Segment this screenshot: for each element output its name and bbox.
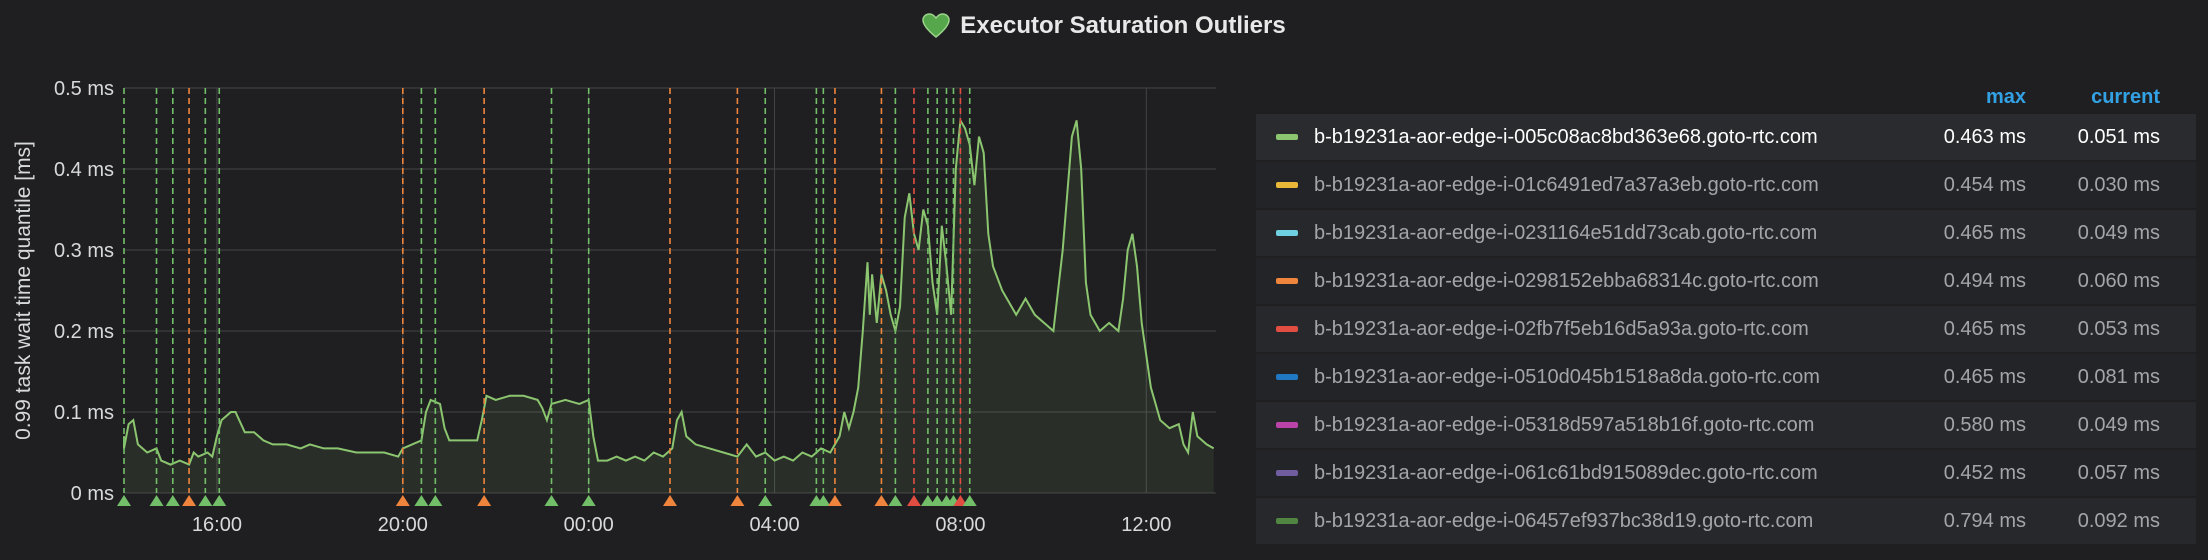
legend-item[interactable]: b-b19231a-aor-edge-i-05318d597a518b16f.g… xyxy=(1256,402,2196,448)
series-color-swatch[interactable] xyxy=(1276,230,1298,236)
x-tick-label: 20:00 xyxy=(378,514,428,536)
annotation-marker[interactable] xyxy=(874,495,889,506)
panel-title-text: Executor Saturation Outliers xyxy=(960,12,1286,39)
legend-item-current: 0.053 ms xyxy=(2077,317,2160,340)
legend-item-name: b-b19231a-aor-edge-i-005c08ac8bd363e68.g… xyxy=(1314,125,1818,148)
annotation-marker[interactable] xyxy=(544,495,559,506)
annotation-marker[interactable] xyxy=(182,495,197,506)
series-color-swatch[interactable] xyxy=(1276,374,1298,380)
legend-item[interactable]: b-b19231a-aor-edge-i-0298152ebba68314c.g… xyxy=(1256,258,2196,304)
legend-item-current: 0.049 ms xyxy=(2077,221,2160,244)
annotation-marker[interactable] xyxy=(758,495,773,506)
legend-item-name: b-b19231a-aor-edge-i-0298152ebba68314c.g… xyxy=(1314,269,1819,292)
legend-item-current: 0.092 ms xyxy=(2077,509,2160,532)
legend-item[interactable]: b-b19231a-aor-edge-i-02fb7f5eb16d5a93a.g… xyxy=(1256,306,2196,352)
annotation-marker[interactable] xyxy=(816,495,831,506)
legend-item-max: 0.454 ms xyxy=(1943,173,2026,196)
legend-item-max: 0.580 ms xyxy=(1943,413,2026,436)
legend-item-current: 0.060 ms xyxy=(2077,269,2160,292)
annotation-marker[interactable] xyxy=(663,495,677,506)
series-line[interactable] xyxy=(123,117,1215,466)
series-color-swatch[interactable] xyxy=(1276,278,1298,284)
legend-item-current: 0.051 ms xyxy=(2077,125,2160,148)
annotation-marker[interactable] xyxy=(581,495,596,506)
legend-item-current: 0.081 ms xyxy=(2077,365,2160,388)
x-tick-label: 00:00 xyxy=(564,514,614,536)
y-tick-label: 0 ms xyxy=(71,483,114,505)
x-tick-label: 16:00 xyxy=(192,514,242,536)
legend-item-name: b-b19231a-aor-edge-i-061c61bd915089dec.g… xyxy=(1314,461,1818,484)
annotation-marker[interactable] xyxy=(888,495,903,506)
legend-item-name: b-b19231a-aor-edge-i-0510d045b1518a8da.g… xyxy=(1314,365,1820,388)
legend-item-max: 0.494 ms xyxy=(1943,269,2026,292)
series-color-swatch[interactable] xyxy=(1276,422,1298,428)
legend-item-current: 0.057 ms xyxy=(2077,461,2160,484)
series-color-swatch[interactable] xyxy=(1276,470,1298,476)
y-tick-label: 0.4 ms xyxy=(54,159,114,181)
legend-item-name: b-b19231a-aor-edge-i-0231164e51dd73cab.g… xyxy=(1314,221,1818,244)
legend-item[interactable]: b-b19231a-aor-edge-i-005c08ac8bd363e68.g… xyxy=(1256,114,2196,160)
annotation-marker[interactable] xyxy=(920,495,935,506)
annotation-marker[interactable] xyxy=(117,495,131,506)
annotation-marker[interactable] xyxy=(428,495,443,506)
legend-item-name: b-b19231a-aor-edge-i-06457ef937bc38d19.g… xyxy=(1314,509,1814,532)
y-tick-label: 0.1 ms xyxy=(54,402,114,424)
legend-item[interactable]: b-b19231a-aor-edge-i-061c61bd915089dec.g… xyxy=(1256,450,2196,496)
series-color-swatch[interactable] xyxy=(1276,518,1298,524)
x-tick-label: 08:00 xyxy=(935,514,985,536)
annotation-marker[interactable] xyxy=(395,495,410,506)
series-color-swatch[interactable] xyxy=(1276,134,1298,140)
legend-item-name: b-b19231a-aor-edge-i-02fb7f5eb16d5a93a.g… xyxy=(1314,317,1809,340)
annotation-marker[interactable] xyxy=(477,495,492,506)
heart-icon xyxy=(922,13,951,38)
annotation-marker[interactable] xyxy=(962,495,977,506)
annotation-marker[interactable] xyxy=(906,495,921,506)
x-tick-label: 12:00 xyxy=(1121,514,1171,536)
legend-item[interactable]: b-b19231a-aor-edge-i-0510d045b1518a8da.g… xyxy=(1256,354,2196,400)
series-color-swatch[interactable] xyxy=(1276,326,1298,332)
legend-item-name: b-b19231a-aor-edge-i-01c6491ed7a37a3eb.g… xyxy=(1314,173,1819,196)
annotation-marker[interactable] xyxy=(198,495,213,506)
annotation-marker[interactable] xyxy=(212,495,227,506)
legend-item-max: 0.465 ms xyxy=(1943,365,2026,388)
annotation-marker[interactable] xyxy=(165,495,180,506)
annotation-marker[interactable] xyxy=(730,495,745,506)
annotation-marker[interactable] xyxy=(930,495,945,506)
legend-item[interactable]: b-b19231a-aor-edge-i-01c6491ed7a37a3eb.g… xyxy=(1256,162,2196,208)
legend-header-max[interactable]: max xyxy=(1985,86,2026,108)
legend-item-name: b-b19231a-aor-edge-i-05318d597a518b16f.g… xyxy=(1314,413,1815,436)
graph-area[interactable]: 0 ms 0.1 ms 0.2 ms 0.3 ms 0.4 ms 0.5 ms 16:00 2… xyxy=(0,60,1230,560)
annotation-marker[interactable] xyxy=(827,495,842,506)
legend-item-max: 0.465 ms xyxy=(1943,317,2026,340)
legend-item-current: 0.030 ms xyxy=(2077,173,2160,196)
series-area xyxy=(124,120,1214,494)
legend-header-current[interactable]: current xyxy=(2091,86,2160,108)
panel-title[interactable]: Executor Saturation Outliers xyxy=(0,12,2208,40)
legend-item[interactable]: b-b19231a-aor-edge-i-06457ef937bc38d19.g… xyxy=(1256,498,2196,544)
annotation-marker[interactable] xyxy=(149,495,164,506)
y-tick-label: 0.3 ms xyxy=(54,240,114,262)
legend: max current b-b19231a-aor-edge-i-005c08a… xyxy=(1256,78,2196,546)
y-tick-label: 0.2 ms xyxy=(54,321,114,343)
y-axis-label: 0.99 task wait time quantile [ms] xyxy=(12,141,35,440)
legend-item-max: 0.794 ms xyxy=(1943,509,2026,532)
legend-item-max: 0.463 ms xyxy=(1943,125,2026,148)
annotation-marker[interactable] xyxy=(414,495,429,506)
y-tick-label: 0.5 ms xyxy=(54,78,114,100)
legend-header: max current xyxy=(1256,78,2196,114)
x-tick-label: 04:00 xyxy=(750,514,800,536)
legend-item-max: 0.465 ms xyxy=(1943,221,2026,244)
legend-item-current: 0.049 ms xyxy=(2077,413,2160,436)
annotation-marker[interactable] xyxy=(953,495,968,506)
legend-item-max: 0.452 ms xyxy=(1943,461,2026,484)
legend-item[interactable]: b-b19231a-aor-edge-i-0231164e51dd73cab.g… xyxy=(1256,210,2196,256)
series-color-swatch[interactable] xyxy=(1276,182,1298,188)
